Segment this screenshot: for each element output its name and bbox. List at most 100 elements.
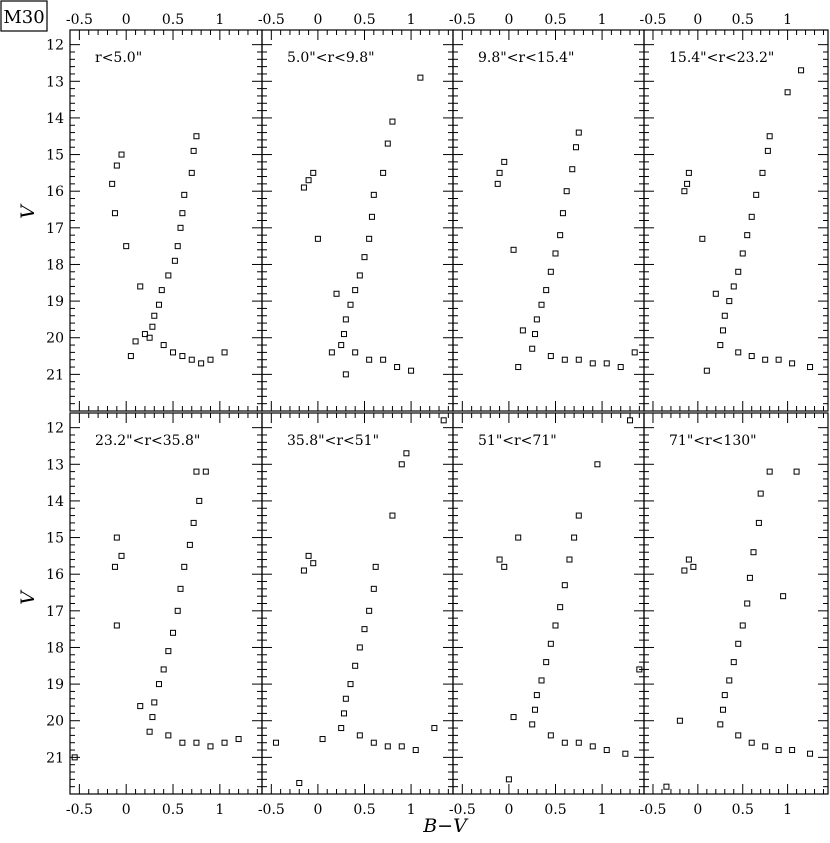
data-point xyxy=(533,316,540,323)
panels-group: -0.5 0 0.5 1 12 13 14 15 16 17 18 19 20 21 r<5.0" -0.5 0… xyxy=(46,12,829,818)
data-point xyxy=(735,349,742,356)
data-point xyxy=(699,235,706,242)
y-tick-label: 18 xyxy=(46,640,64,656)
data-point xyxy=(160,342,167,349)
data-point xyxy=(721,312,728,319)
data-point xyxy=(557,232,564,239)
data-point xyxy=(372,563,379,570)
data-point xyxy=(160,666,167,673)
data-point xyxy=(111,563,118,570)
y-tick-label: 18 xyxy=(46,257,64,273)
y-tick-label: 12 xyxy=(46,421,64,437)
data-point xyxy=(775,356,782,363)
data-point xyxy=(296,780,303,787)
x-tick-label: -0.5 xyxy=(258,12,285,28)
data-point xyxy=(784,89,791,96)
x-tick-label: -0.5 xyxy=(66,12,93,28)
data-point xyxy=(356,732,363,739)
cluster-label: M30 xyxy=(3,7,44,28)
data-point xyxy=(165,648,172,655)
data-point xyxy=(501,158,508,165)
data-point xyxy=(155,681,162,688)
data-point xyxy=(366,607,373,614)
data-point xyxy=(109,180,116,187)
data-point xyxy=(370,739,377,746)
x-tick-label: 0 xyxy=(693,802,702,818)
data-point xyxy=(780,593,787,600)
data-point xyxy=(170,629,177,636)
x-tick-label: 1 xyxy=(598,12,607,28)
data-point xyxy=(510,246,517,253)
panel-5: -0.5 0 0.5 1 12 13 14 15 16 17 18 19 20 21 23.2"<r<35.… xyxy=(46,412,263,818)
data-point xyxy=(563,188,570,195)
data-point xyxy=(71,754,78,761)
data-point xyxy=(186,541,193,548)
data-point xyxy=(547,268,554,275)
data-point xyxy=(543,659,550,666)
x-tick-label: 0 xyxy=(122,12,131,28)
data-point xyxy=(735,732,742,739)
data-point xyxy=(557,604,564,611)
data-point xyxy=(663,783,670,790)
y-tick-label: 19 xyxy=(46,677,64,693)
data-point xyxy=(739,250,746,257)
x-tick-label: 1 xyxy=(407,12,416,28)
data-point xyxy=(721,692,728,699)
data-point xyxy=(622,750,629,757)
data-point xyxy=(403,450,410,457)
data-point xyxy=(181,191,188,198)
y-tick-label: 17 xyxy=(46,604,64,620)
data-point xyxy=(519,327,526,334)
data-point xyxy=(342,371,349,378)
data-point xyxy=(681,567,688,574)
data-point xyxy=(571,534,578,541)
data-point xyxy=(151,312,158,319)
data-point xyxy=(174,607,181,614)
data-point xyxy=(547,732,554,739)
data-point xyxy=(352,662,359,669)
data-point xyxy=(356,272,363,279)
data-point xyxy=(762,356,769,363)
data-point xyxy=(757,490,764,497)
data-point xyxy=(389,118,396,125)
data-point xyxy=(726,298,733,305)
panel-label: 35.8"<r<51" xyxy=(287,433,379,449)
panel-3: -0.5 0 0.5 1 9.8"<r<15.4" xyxy=(449,12,645,412)
data-point xyxy=(380,169,387,176)
data-point xyxy=(177,224,184,231)
data-point xyxy=(196,497,203,504)
data-point xyxy=(137,283,144,290)
y-tick-label: 16 xyxy=(46,567,64,583)
data-point xyxy=(370,191,377,198)
data-point xyxy=(347,681,354,688)
x-tick-label: -0.5 xyxy=(258,802,285,818)
data-point xyxy=(398,743,405,750)
data-point xyxy=(496,169,503,176)
panel-label: 15.4"<r<23.2" xyxy=(669,50,774,66)
data-point xyxy=(789,360,796,367)
data-point xyxy=(188,169,195,176)
data-point xyxy=(617,364,624,371)
data-point xyxy=(198,360,205,367)
data-point xyxy=(496,556,503,563)
data-point xyxy=(543,287,550,294)
panel-4: -0.5 0 0.5 1 15.4"<r<23.2" xyxy=(639,12,829,412)
data-point xyxy=(207,356,214,363)
data-point xyxy=(807,364,814,371)
data-point xyxy=(566,556,573,563)
y-tick-label: 15 xyxy=(46,148,64,164)
data-point xyxy=(494,180,501,187)
data-point xyxy=(719,327,726,334)
data-point xyxy=(603,747,610,754)
data-point xyxy=(146,334,153,341)
x-tick-label: -0.5 xyxy=(66,802,93,818)
data-point xyxy=(431,725,438,732)
x-tick-label: -0.5 xyxy=(639,12,666,28)
data-point xyxy=(676,717,683,724)
data-point xyxy=(440,417,447,424)
data-point xyxy=(384,743,391,750)
data-point xyxy=(352,349,359,356)
data-point xyxy=(735,640,742,647)
data-point xyxy=(739,622,746,629)
data-point xyxy=(730,659,737,666)
